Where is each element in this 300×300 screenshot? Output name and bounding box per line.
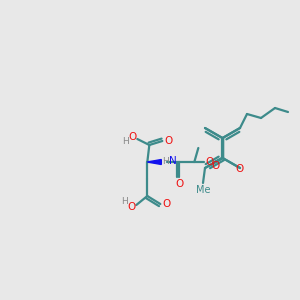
Text: O: O bbox=[212, 161, 220, 171]
Text: H: H bbox=[162, 157, 169, 166]
Text: O: O bbox=[175, 179, 183, 189]
Text: O: O bbox=[127, 202, 135, 212]
Text: O: O bbox=[164, 136, 172, 146]
Text: O: O bbox=[205, 157, 213, 167]
Text: O: O bbox=[128, 132, 136, 142]
Text: O: O bbox=[236, 164, 244, 174]
Text: O: O bbox=[162, 199, 170, 209]
Text: N: N bbox=[169, 156, 177, 166]
Text: Me: Me bbox=[196, 185, 210, 195]
Polygon shape bbox=[147, 160, 161, 164]
Text: H: H bbox=[121, 196, 128, 206]
Text: H: H bbox=[122, 137, 129, 146]
